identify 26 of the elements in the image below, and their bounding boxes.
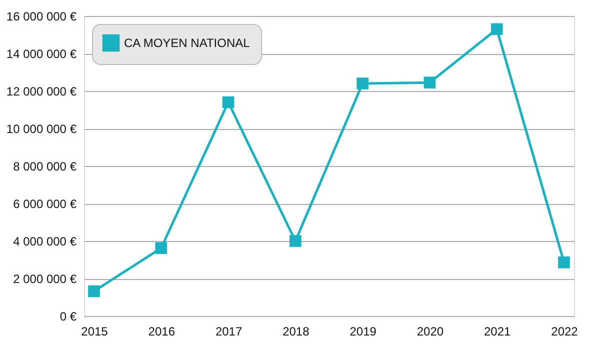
point xyxy=(222,96,234,108)
y-tick-label: 10 000 000 € xyxy=(6,122,77,136)
y-tick-label: 2 000 000 € xyxy=(13,272,77,286)
x-tick-label: 2018 xyxy=(282,324,310,338)
y-tick-label: 4 000 000 € xyxy=(13,234,77,248)
y-tick-label: 6 000 000 € xyxy=(13,197,77,211)
x-tick-label: 2022 xyxy=(551,324,578,338)
x-tick-label: 2017 xyxy=(215,324,242,338)
x-tick-label: 2019 xyxy=(350,324,377,338)
y-tick-label: 14 000 000 € xyxy=(6,47,77,61)
point xyxy=(155,242,168,254)
point xyxy=(558,256,570,268)
point xyxy=(290,235,302,247)
legend-label: CA MOYEN NATIONAL xyxy=(124,36,250,50)
point xyxy=(424,76,436,88)
x-tick-label: 2020 xyxy=(416,324,444,338)
x-tick-label: 2016 xyxy=(148,324,176,338)
y-tick-label: 12 000 000 € xyxy=(6,84,77,98)
x-tick-label: 2015 xyxy=(81,324,108,338)
y-tick-label: 0 € xyxy=(60,310,77,324)
point xyxy=(88,285,100,298)
y-tick-label: 8 000 000 € xyxy=(13,160,77,174)
point xyxy=(356,78,368,90)
point xyxy=(490,23,503,36)
y-tick-label: 16 000 000 € xyxy=(6,10,77,24)
x-tick-label: 2021 xyxy=(484,324,512,338)
